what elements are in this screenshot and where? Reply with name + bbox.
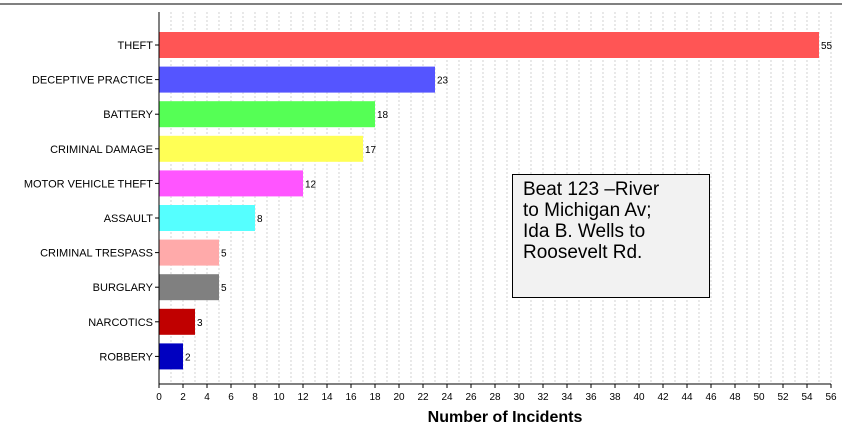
- category-label: CRIMINAL DAMAGE: [50, 144, 153, 156]
- x-tick-label: 30: [513, 392, 525, 403]
- x-tick-label: 36: [585, 392, 597, 403]
- x-tick-label: 18: [369, 392, 381, 403]
- annotation-line: to Michigan Av;: [523, 200, 652, 221]
- value-label: 12: [305, 179, 317, 190]
- bar: [159, 66, 435, 93]
- beat-annotation-box: Beat 123 –River to Michigan Av; Ida B. W…: [512, 174, 710, 298]
- x-tick-label: 0: [156, 392, 162, 403]
- x-tick-label: 14: [321, 392, 333, 403]
- bar: [159, 32, 819, 58]
- x-tick-label: 38: [609, 392, 621, 403]
- x-tick-label: 26: [465, 392, 477, 403]
- value-label: 55: [821, 41, 833, 52]
- bar: [159, 135, 363, 162]
- bars: [159, 32, 819, 370]
- x-tick-label: 44: [681, 392, 693, 403]
- x-tick-label: 54: [801, 392, 813, 403]
- bar: [159, 308, 195, 335]
- value-label: 5: [221, 283, 227, 294]
- annotation-line: Ida B. Wells to: [523, 221, 646, 242]
- x-tick-label: 34: [561, 392, 573, 403]
- value-label: 8: [257, 214, 263, 225]
- x-tick-label: 32: [537, 392, 549, 403]
- annotation-line: Roosevelt Rd.: [523, 242, 643, 263]
- bar: [159, 239, 219, 266]
- x-tick-label: 46: [705, 392, 717, 403]
- category-label: ROBBERY: [99, 351, 153, 363]
- x-tick-label: 42: [657, 392, 669, 403]
- category-label: MOTOR VEHICLE THEFT: [24, 178, 153, 190]
- x-tick-label: 40: [633, 392, 645, 403]
- x-tick-label: 2: [180, 392, 186, 403]
- category-label: BATTERY: [103, 109, 153, 121]
- bar: [159, 205, 255, 231]
- x-tick-label: 50: [753, 392, 765, 403]
- value-label: 3: [197, 318, 203, 329]
- x-tick-label: 24: [441, 392, 453, 403]
- x-tick-label: 6: [228, 392, 234, 403]
- bar: [159, 343, 183, 370]
- category-label: NARCOTICS: [88, 317, 153, 329]
- x-tick-label: 20: [393, 392, 405, 403]
- x-tick-label: 52: [777, 392, 789, 403]
- x-tick-label: 56: [825, 392, 837, 403]
- annotation-line: Beat 123 –River: [523, 179, 660, 200]
- category-label: THEFT: [118, 40, 154, 52]
- x-tick-label: 12: [297, 392, 309, 403]
- value-label: 2: [185, 352, 191, 363]
- x-tick-label: 16: [345, 392, 357, 403]
- bar: [159, 170, 303, 197]
- category-label: BURGLARY: [93, 282, 154, 294]
- value-label: 5: [221, 249, 227, 260]
- x-tick-label: 8: [252, 392, 258, 403]
- category-label: DECEPTIVE PRACTICE: [32, 75, 153, 87]
- value-label: 17: [365, 145, 377, 156]
- category-label: ASSAULT: [104, 213, 154, 225]
- value-label: 23: [437, 76, 449, 87]
- bar: [159, 274, 219, 301]
- x-tick-label: 10: [273, 392, 285, 403]
- x-tick-label: 4: [204, 392, 210, 403]
- bar: [159, 101, 375, 128]
- value-label: 18: [377, 110, 389, 121]
- x-tick-label: 28: [489, 392, 501, 403]
- x-tick-label: 22: [417, 392, 429, 403]
- x-tick-label: 48: [729, 392, 741, 403]
- category-label: CRIMINAL TRESPASS: [40, 248, 153, 260]
- x-axis-title: Number of Incidents: [428, 409, 583, 426]
